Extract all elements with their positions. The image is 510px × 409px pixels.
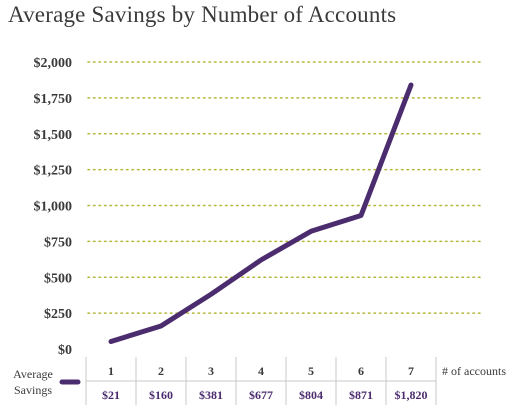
x-category-label: 5 [308, 364, 314, 378]
y-tick-label: $250 [44, 307, 72, 322]
legend-label-line1: Average [13, 367, 53, 381]
y-tick-label: $1,250 [34, 164, 73, 179]
x-category-label: 3 [208, 364, 214, 378]
data-label: $804 [299, 388, 323, 402]
y-tick-label: $1,750 [34, 92, 73, 107]
x-category-label: 1 [108, 364, 114, 378]
data-label: $871 [349, 388, 373, 402]
data-label: $381 [199, 388, 223, 402]
x-category-label: 2 [158, 364, 164, 378]
y-tick-label: $500 [44, 271, 72, 286]
series-line-group [108, 82, 414, 344]
y-tick-label: $1,000 [34, 200, 73, 215]
series-line [108, 82, 414, 344]
legend-label-line2: Savings [14, 383, 52, 397]
y-tick-labels: $0 $250 $500 $750 $1,000 $1,250 $1,500 $1,750 $2… [34, 56, 73, 358]
y-tick-label: $0 [58, 343, 72, 358]
y-tick-label: $2,000 [34, 56, 73, 71]
data-table: 1 2 3 4 5 6 7 $21 $160 $381 $677 $804 $871 $1,820 # of… [13, 357, 506, 405]
x-category-label: 6 [358, 364, 364, 378]
data-label: $1,820 [395, 388, 428, 402]
chart-title: Average Savings by Number of Accounts [8, 2, 397, 27]
x-category-label: 4 [258, 364, 264, 378]
y-tick-label: $750 [44, 235, 72, 250]
grid-lines [87, 61, 481, 314]
data-label: $160 [149, 388, 173, 402]
x-axis-label: # of accounts [442, 364, 506, 378]
x-category-label: 7 [408, 364, 414, 378]
data-label: $677 [249, 388, 273, 402]
y-tick-label: $1,500 [34, 128, 73, 143]
data-label: $21 [102, 388, 120, 402]
